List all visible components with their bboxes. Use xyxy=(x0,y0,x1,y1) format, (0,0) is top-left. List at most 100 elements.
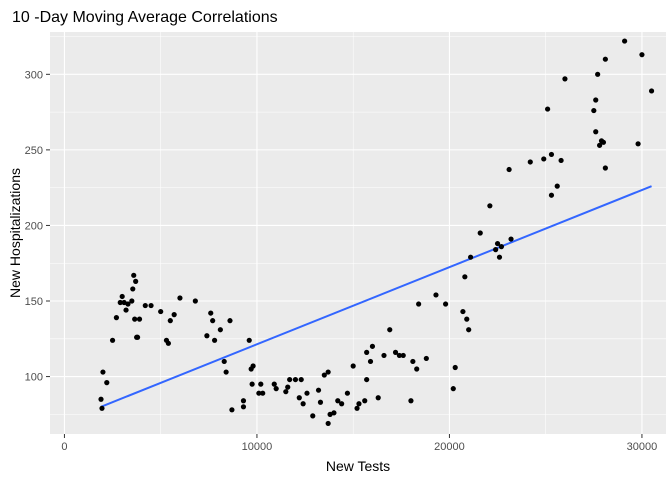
data-point xyxy=(250,363,256,369)
data-point xyxy=(325,369,331,375)
data-point xyxy=(622,38,628,44)
data-point xyxy=(129,298,135,304)
x-axis-title: New Tests xyxy=(326,458,390,474)
data-point xyxy=(602,165,608,171)
data-point xyxy=(296,395,302,401)
data-point xyxy=(423,355,429,362)
data-point xyxy=(258,381,264,387)
data-point xyxy=(335,398,341,404)
data-point xyxy=(119,293,125,300)
data-point xyxy=(639,52,645,58)
data-point xyxy=(315,387,322,393)
data-point xyxy=(123,307,129,313)
data-point xyxy=(600,139,607,145)
data-point xyxy=(273,386,279,392)
data-point xyxy=(165,340,171,346)
data-point xyxy=(287,376,293,383)
data-point xyxy=(240,398,247,404)
y-axis-ticks: 100 150 200 250 300 xyxy=(25,69,50,384)
data-point xyxy=(496,254,503,260)
data-point xyxy=(310,413,316,419)
data-point xyxy=(362,398,368,404)
data-point xyxy=(125,301,131,307)
data-point xyxy=(460,308,466,315)
data-point xyxy=(562,76,568,82)
data-point xyxy=(414,366,420,372)
data-point xyxy=(98,396,104,402)
data-point xyxy=(292,376,299,383)
data-point xyxy=(229,407,235,413)
data-point xyxy=(468,254,474,260)
data-point xyxy=(217,327,223,333)
chart-title: 10 -Day Moving Average Correlations xyxy=(12,9,278,26)
data-point xyxy=(593,97,599,103)
data-point xyxy=(260,390,266,396)
data-point xyxy=(133,278,139,284)
data-point xyxy=(375,395,381,401)
data-point xyxy=(392,349,399,355)
data-point xyxy=(506,166,512,173)
data-point xyxy=(134,334,140,340)
data-point xyxy=(442,301,449,307)
data-point xyxy=(527,159,533,165)
data-point xyxy=(339,401,345,407)
data-point xyxy=(171,312,177,318)
data-point xyxy=(558,157,564,164)
data-point xyxy=(381,352,387,359)
y-tick-label: 100 xyxy=(25,372,43,384)
data-point xyxy=(249,381,255,387)
data-point xyxy=(227,318,233,324)
data-point xyxy=(210,318,216,324)
data-point xyxy=(142,302,148,309)
data-point xyxy=(325,420,331,427)
data-point xyxy=(369,343,376,349)
minor-gridlines xyxy=(50,32,666,434)
data-point xyxy=(344,390,351,396)
data-point xyxy=(246,337,252,343)
data-point xyxy=(158,308,164,315)
data-point xyxy=(596,142,603,148)
data-point xyxy=(387,327,393,333)
data-point xyxy=(548,192,555,198)
data-point xyxy=(602,56,608,62)
data-point xyxy=(285,384,291,390)
data-point xyxy=(109,337,116,343)
data-point xyxy=(554,183,560,189)
data-point xyxy=(211,337,218,343)
data-point xyxy=(452,364,458,371)
data-point xyxy=(635,141,641,147)
data-point xyxy=(464,316,470,322)
data-point xyxy=(396,352,402,359)
data-point xyxy=(356,401,362,407)
x-tick-label: 20000 xyxy=(434,441,465,453)
data-point xyxy=(177,295,183,301)
x-tick-label: 30000 xyxy=(627,441,658,453)
data-point xyxy=(167,318,173,324)
data-point xyxy=(223,369,229,375)
data-point xyxy=(99,405,105,411)
data-point xyxy=(498,244,505,250)
major-gridlines xyxy=(50,32,666,434)
data-point xyxy=(317,399,324,405)
data-point xyxy=(117,299,123,306)
data-point xyxy=(367,358,374,365)
x-tick-label: 10000 xyxy=(242,441,273,453)
y-tick-label: 150 xyxy=(25,296,43,308)
data-point xyxy=(466,327,472,333)
data-point xyxy=(400,352,406,359)
data-point xyxy=(541,156,547,162)
data-point xyxy=(283,389,289,395)
data-point xyxy=(548,151,555,158)
data-point xyxy=(648,88,655,94)
data-point xyxy=(487,203,493,209)
y-tick-label: 250 xyxy=(25,145,43,157)
data-point xyxy=(136,316,143,322)
data-point xyxy=(408,398,414,404)
data-point xyxy=(364,349,370,355)
data-point xyxy=(462,274,468,280)
data-point xyxy=(256,390,262,396)
data-point xyxy=(595,71,601,77)
y-tick-label: 300 xyxy=(25,69,43,81)
data-point xyxy=(494,240,501,247)
